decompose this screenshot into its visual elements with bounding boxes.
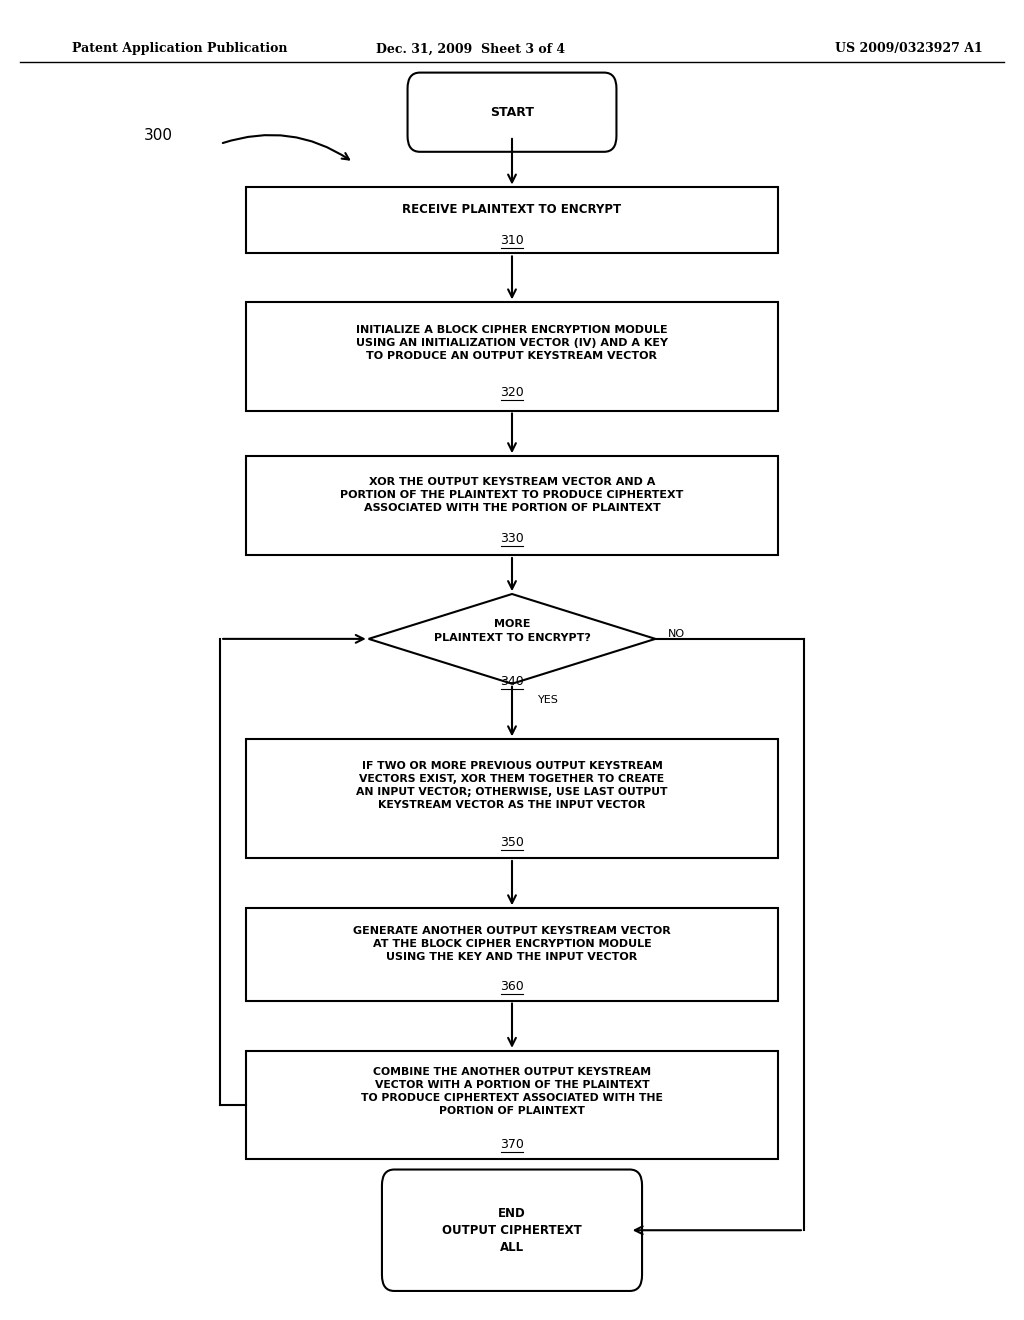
FancyBboxPatch shape: [382, 1170, 642, 1291]
Text: Dec. 31, 2009  Sheet 3 of 4: Dec. 31, 2009 Sheet 3 of 4: [377, 42, 565, 55]
Text: COMBINE THE ANOTHER OUTPUT KEYSTREAM
VECTOR WITH A PORTION OF THE PLAINTEXT
TO P: COMBINE THE ANOTHER OUTPUT KEYSTREAM VEC…: [361, 1067, 663, 1117]
Text: YES: YES: [538, 694, 558, 705]
Text: 350: 350: [500, 836, 524, 849]
Text: 320: 320: [500, 385, 524, 399]
Text: START: START: [490, 106, 534, 119]
Text: RECEIVE PLAINTEXT TO ENCRYPT: RECEIVE PLAINTEXT TO ENCRYPT: [402, 203, 622, 216]
Text: 360: 360: [500, 979, 524, 993]
Text: 330: 330: [500, 532, 524, 545]
Text: US 2009/0323927 A1: US 2009/0323927 A1: [836, 42, 983, 55]
FancyBboxPatch shape: [246, 457, 778, 554]
Text: 300: 300: [144, 128, 173, 144]
FancyArrowPatch shape: [223, 135, 349, 160]
FancyBboxPatch shape: [246, 302, 778, 411]
FancyBboxPatch shape: [246, 739, 778, 858]
Text: END
OUTPUT CIPHERTEXT
ALL: END OUTPUT CIPHERTEXT ALL: [442, 1206, 582, 1254]
Polygon shape: [369, 594, 655, 684]
Text: NO: NO: [668, 628, 685, 639]
Text: Patent Application Publication: Patent Application Publication: [72, 42, 287, 55]
Text: FIG. 3: FIG. 3: [475, 1270, 549, 1291]
Text: GENERATE ANOTHER OUTPUT KEYSTREAM VECTOR
AT THE BLOCK CIPHER ENCRYPTION MODULE
U: GENERATE ANOTHER OUTPUT KEYSTREAM VECTOR…: [353, 925, 671, 962]
Text: IF TWO OR MORE PREVIOUS OUTPUT KEYSTREAM
VECTORS EXIST, XOR THEM TOGETHER TO CRE: IF TWO OR MORE PREVIOUS OUTPUT KEYSTREAM…: [356, 760, 668, 810]
Text: INITIALIZE A BLOCK CIPHER ENCRYPTION MODULE
USING AN INITIALIZATION VECTOR (IV) : INITIALIZE A BLOCK CIPHER ENCRYPTION MOD…: [356, 325, 668, 362]
FancyBboxPatch shape: [246, 187, 778, 253]
Text: 370: 370: [500, 1138, 524, 1151]
FancyBboxPatch shape: [246, 1051, 778, 1159]
Text: 310: 310: [500, 234, 524, 247]
Text: 340: 340: [500, 675, 524, 688]
Text: XOR THE OUTPUT KEYSTREAM VECTOR AND A
PORTION OF THE PLAINTEXT TO PRODUCE CIPHER: XOR THE OUTPUT KEYSTREAM VECTOR AND A PO…: [340, 477, 684, 513]
FancyBboxPatch shape: [246, 908, 778, 1001]
FancyBboxPatch shape: [408, 73, 616, 152]
Text: MORE
PLAINTEXT TO ENCRYPT?: MORE PLAINTEXT TO ENCRYPT?: [433, 619, 591, 643]
